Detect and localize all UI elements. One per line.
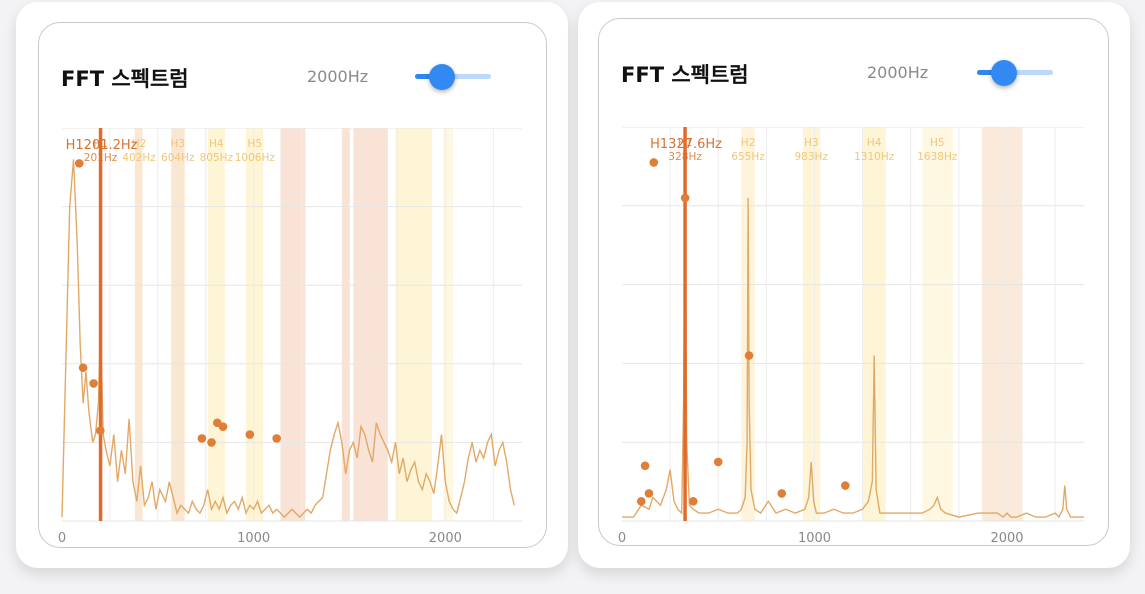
peak-point (74, 159, 84, 168)
fundamental-marker-label: H1327.6Hz (650, 137, 722, 152)
harmonic-frequency-label: 1638Hz (917, 151, 958, 163)
harmonic-frequency-label: 805Hz (200, 152, 234, 164)
harmonic-frequency-label: 604Hz (161, 152, 195, 164)
peak-point (207, 438, 216, 447)
frequency-slider[interactable] (977, 60, 1053, 86)
harmonic-frequency-label: 1310Hz (854, 151, 895, 163)
fft-chart-right: 010002000H1328HzH2655HzH3983HzH41310HzH5… (618, 127, 1084, 544)
harmonic-frequency-label: 402Hz (122, 152, 156, 164)
harmonic-band (246, 128, 264, 521)
peak-point (636, 497, 646, 506)
x-tick-label: 1000 (237, 531, 270, 546)
harmonic-name-label: H3 (170, 138, 185, 150)
peak-point (688, 497, 698, 506)
peak-point (245, 430, 255, 439)
x-tick-label: 2000 (429, 531, 462, 546)
frequency-slider[interactable] (415, 64, 491, 90)
peak-point (272, 434, 281, 443)
harmonic-band (341, 128, 350, 521)
fundamental-marker-label: H1201.2Hz (66, 138, 138, 153)
harmonic-name-label: H2 (132, 138, 147, 150)
peak-point (218, 422, 228, 431)
harmonic-frequency-label: 983Hz (795, 151, 829, 163)
slider-thumb[interactable] (990, 60, 1017, 86)
peak-point (197, 434, 207, 443)
harmonic-name-label: H5 (930, 137, 945, 149)
harmonic-band (395, 128, 432, 521)
fft-chart-left: 010002000H1201HzH2402HzH3604HzH4805HzH51… (58, 128, 522, 546)
harmonic-band (443, 128, 453, 521)
peak-point (744, 351, 754, 360)
harmonic-band (862, 127, 886, 521)
panel-title: FFT 스펙트럼 (621, 63, 749, 87)
slider-thumb[interactable] (428, 64, 455, 90)
harmonic-name-label: H3 (804, 137, 819, 149)
harmonic-name-label: H4 (209, 138, 224, 150)
harmonic-name-label: H5 (248, 138, 263, 150)
panel-title: FFT 스펙트럼 (61, 67, 189, 91)
harmonic-band (171, 128, 185, 521)
x-tick-label: 0 (58, 531, 66, 546)
peak-point (680, 193, 690, 203)
peak-point (713, 457, 723, 467)
x-tick-label: 2000 (990, 531, 1023, 544)
harmonic-band (134, 128, 143, 521)
harmonic-band (922, 127, 954, 521)
peak-point (649, 158, 659, 167)
peak-point (644, 489, 654, 498)
harmonic-band (802, 127, 821, 521)
x-tick-label: 1000 (798, 531, 831, 544)
peak-point (777, 489, 787, 498)
frequency-label: 2000Hz (867, 63, 929, 82)
harmonic-frequency-label: 655Hz (731, 151, 765, 163)
frequency-label: 2000Hz (307, 67, 369, 86)
peak-point (96, 426, 105, 435)
harmonic-band (353, 128, 388, 521)
slider-fill (415, 74, 442, 79)
harmonic-band (207, 128, 225, 521)
peak-point (841, 481, 850, 490)
peak-point (640, 461, 650, 471)
harmonic-name-label: H2 (741, 137, 756, 149)
harmonic-frequency-label: 1006Hz (235, 152, 276, 164)
x-tick-label: 0 (618, 531, 626, 544)
harmonic-band (981, 127, 1023, 521)
peak-point (78, 363, 88, 373)
peak-point (89, 379, 98, 388)
slider-fill (977, 70, 1004, 75)
harmonic-name-label: H4 (867, 137, 882, 149)
spectrum-line (61, 159, 515, 519)
